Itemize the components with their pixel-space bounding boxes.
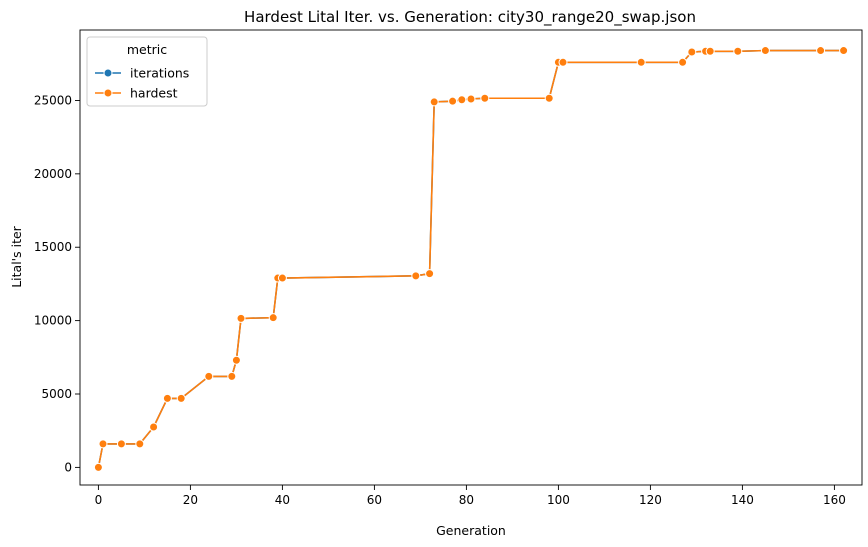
data-point-hardest bbox=[162, 393, 172, 403]
plot-area bbox=[93, 46, 849, 472]
data-point-hardest bbox=[135, 439, 145, 449]
data-point-hardest bbox=[448, 96, 458, 106]
data-point-hardest bbox=[236, 313, 246, 323]
x-tick-label: 60 bbox=[367, 493, 382, 507]
legend-item-iterations: iterations bbox=[95, 66, 189, 81]
x-tick-label: 120 bbox=[639, 493, 662, 507]
legend-title: metric bbox=[127, 42, 167, 57]
data-point-hardest bbox=[231, 355, 241, 365]
legend-marker bbox=[103, 88, 113, 98]
y-tick-label: 25000 bbox=[34, 93, 72, 107]
data-point-hardest bbox=[687, 47, 697, 57]
data-point-hardest bbox=[93, 462, 103, 472]
data-point-hardest bbox=[429, 97, 439, 107]
data-point-hardest bbox=[544, 93, 554, 103]
data-point-hardest bbox=[705, 46, 715, 56]
x-tick-label: 40 bbox=[275, 493, 290, 507]
legend: metric iterations hardest bbox=[86, 36, 208, 107]
x-tick-label: 100 bbox=[547, 493, 570, 507]
y-axis-label: Lital's iter bbox=[9, 225, 24, 287]
data-point-hardest bbox=[466, 94, 476, 104]
chart-title: Hardest Lital Iter. vs. Generation: city… bbox=[244, 8, 696, 27]
series-line-iterations bbox=[97, 49, 844, 468]
data-point-hardest bbox=[411, 271, 421, 281]
x-tick-label: 140 bbox=[731, 493, 754, 507]
data-point-hardest bbox=[204, 371, 214, 381]
data-point-hardest bbox=[816, 46, 826, 56]
x-tick-label: 160 bbox=[823, 493, 846, 507]
data-point-hardest bbox=[733, 46, 743, 56]
data-point-hardest bbox=[839, 46, 849, 56]
data-point-hardest bbox=[457, 95, 467, 105]
x-tick-label: 20 bbox=[183, 493, 198, 507]
x-tick-label: 0 bbox=[95, 493, 103, 507]
data-point-hardest bbox=[480, 93, 490, 103]
x-axis: 0 20 40 60 80 100 120 140 160 bbox=[95, 485, 846, 507]
legend-label: iterations bbox=[130, 66, 189, 81]
y-tick-label: 10000 bbox=[34, 314, 72, 328]
y-tick-label: 5000 bbox=[41, 387, 72, 401]
data-point-hardest bbox=[149, 422, 159, 432]
data-point-hardest bbox=[558, 57, 568, 67]
x-tick-label: 80 bbox=[459, 493, 474, 507]
data-point-hardest bbox=[176, 393, 186, 403]
legend-item-hardest: hardest bbox=[95, 86, 178, 101]
data-point-hardest bbox=[268, 313, 278, 323]
legend-box bbox=[86, 36, 208, 107]
legend-marker bbox=[103, 68, 113, 78]
data-point-hardest bbox=[636, 57, 646, 67]
data-point-hardest bbox=[227, 371, 237, 381]
data-point-hardest bbox=[277, 273, 287, 283]
y-axis: 0 5000 10000 15000 20000 25000 bbox=[34, 93, 80, 474]
data-point-hardest bbox=[425, 269, 435, 279]
x-axis-label: Generation bbox=[436, 523, 506, 538]
data-point-hardest bbox=[760, 46, 770, 56]
y-tick-label: 0 bbox=[64, 460, 72, 474]
legend-label: hardest bbox=[130, 86, 178, 101]
y-tick-label: 20000 bbox=[34, 167, 72, 181]
data-point-hardest bbox=[116, 439, 126, 449]
data-point-hardest bbox=[98, 439, 108, 449]
y-tick-label: 15000 bbox=[34, 240, 72, 254]
plot-frame bbox=[79, 29, 863, 486]
series-line-hardest bbox=[97, 49, 844, 468]
data-point-hardest bbox=[678, 57, 688, 67]
